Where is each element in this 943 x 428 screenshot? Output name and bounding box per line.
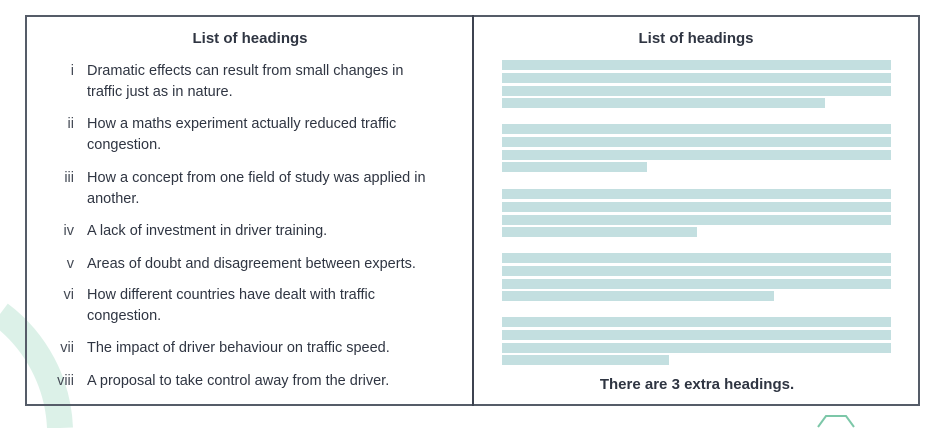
heading-numeral: ii — [67, 116, 74, 132]
placeholder-line — [502, 227, 697, 237]
decorative-arc — [0, 303, 73, 428]
heading-text: A proposal to take control away from the… — [87, 373, 390, 389]
placeholder-line — [502, 162, 647, 172]
heading-numeral: iv — [63, 223, 74, 239]
heading-text: A lack of investment in driver training. — [87, 223, 328, 239]
hexagon-icon — [817, 415, 855, 428]
heading-text: The impact of driver behaviour on traffi… — [87, 340, 390, 356]
left-panel-title: List of headings — [192, 30, 308, 47]
extra-headings-note: There are 3 extra headings. — [599, 376, 795, 393]
placeholder-line — [502, 189, 891, 199]
placeholder-line — [502, 98, 825, 108]
placeholder-line — [502, 150, 891, 160]
placeholder-line — [502, 202, 891, 212]
heading-numeral: viii — [57, 373, 74, 389]
placeholder-line — [502, 343, 891, 353]
heading-text: How a maths experiment actually reduced … — [87, 116, 397, 153]
placeholder-line — [502, 317, 891, 327]
placeholder-line — [502, 60, 891, 70]
heading-numeral: i — [70, 63, 74, 79]
heading-text: Dramatic effects can result from small c… — [87, 63, 404, 100]
right-panel-title: List of headings — [638, 30, 754, 47]
placeholder-line — [502, 124, 891, 134]
heading-numeral: vii — [60, 340, 74, 356]
placeholder-line — [502, 215, 891, 225]
placeholder-line — [502, 137, 891, 147]
placeholder-line — [502, 291, 774, 301]
heading-numeral: iii — [64, 170, 74, 186]
heading-numeral: v — [66, 256, 74, 272]
panel-divider — [472, 15, 474, 406]
heading-text: How different countries have dealt with … — [87, 287, 376, 324]
placeholder-line — [502, 330, 891, 340]
placeholder-line — [502, 253, 891, 263]
heading-numeral: vi — [63, 287, 74, 303]
heading-text: Areas of doubt and disagreement between … — [87, 256, 416, 272]
placeholder-line — [502, 355, 669, 365]
placeholder-line — [502, 73, 891, 83]
placeholder-line — [502, 86, 891, 96]
placeholder-line — [502, 266, 891, 276]
placeholder-line — [502, 279, 891, 289]
heading-text: How a concept from one field of study wa… — [87, 170, 426, 207]
